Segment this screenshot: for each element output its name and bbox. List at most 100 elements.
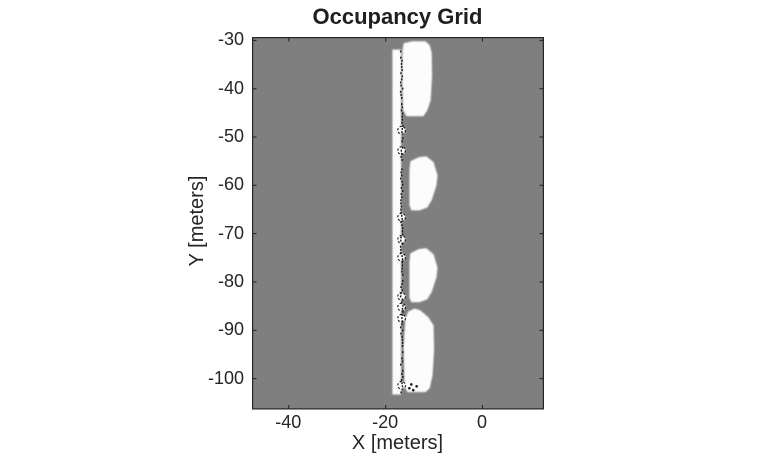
occupied-dash: [400, 260, 403, 263]
occupied-dash: [400, 180, 403, 183]
occupied-dash: [400, 96, 402, 99]
occupied-dash: [401, 360, 403, 362]
occupied-dash: [400, 59, 403, 62]
occupied-dash: [399, 56, 401, 59]
occupied-scallop-arc: [396, 145, 406, 155]
occupied-dash: [401, 344, 403, 347]
x-tick-label: -40: [275, 412, 302, 432]
occupied-scallop-arc: [396, 252, 406, 262]
occupied-dash: [400, 254, 403, 257]
occupied-scallop-arc: [396, 302, 406, 311]
occupied-dash: [401, 279, 403, 282]
y-tick-label: -60: [217, 174, 244, 195]
occupied-dash: [401, 273, 403, 276]
occupied-dash: [400, 186, 402, 189]
free-region-blob-1: [401, 40, 432, 116]
occupied-dash: [401, 338, 403, 341]
occupied-dash: [401, 68, 403, 71]
occupied-dash: [400, 356, 403, 359]
free-region-blob-3: [408, 247, 437, 302]
occupied-dash: [400, 192, 402, 195]
occupied-boundary-group: [396, 50, 418, 393]
occupied-dash: [399, 236, 402, 238]
occupied-dash: [399, 84, 402, 87]
occupied-dash: [399, 170, 402, 173]
occupied-dash: [400, 115, 403, 118]
chart-title: Occupancy Grid: [312, 4, 483, 29]
occupied-dash: [399, 291, 402, 294]
y-axis-label: Y [meters]: [186, 175, 208, 267]
occupied-dash: [400, 301, 402, 304]
occupied-dash: [399, 50, 401, 52]
occupied-dash: [399, 177, 401, 180]
x-tick-label: -20: [372, 412, 399, 432]
occupied-dash: [401, 226, 403, 229]
free-region-blob-2: [408, 155, 437, 210]
occupied-dash: [401, 232, 403, 235]
occupied-dash: [400, 205, 402, 207]
occupied-dash: [401, 74, 403, 77]
occupied-dash: [399, 201, 402, 204]
occupied-scallop-arc: [396, 212, 406, 222]
occupied-dash: [400, 316, 403, 319]
occupied-dash: [400, 130, 403, 133]
occupied-mark: [407, 386, 411, 390]
occupied-dash: [400, 77, 402, 80]
occupied-dash: [401, 263, 403, 266]
free-scallop: [397, 292, 405, 300]
occupied-dash: [399, 332, 402, 335]
occupied-dash: [401, 127, 403, 130]
occupied-dash: [399, 248, 402, 251]
occupied-mark: [409, 382, 413, 386]
occupied-scallop-arc: [396, 313, 406, 323]
y-tick-label: -70: [217, 222, 244, 243]
occupied-dash: [400, 372, 403, 375]
occupied-dash: [400, 167, 403, 170]
occupied-dash: [401, 375, 404, 378]
occupied-dash: [400, 270, 403, 273]
occupied-dash: [401, 118, 403, 121]
occupied-scallop-arc: [396, 291, 406, 301]
occupied-dash: [401, 313, 403, 316]
occupied-mark: [414, 384, 418, 388]
occupied-dash: [400, 195, 403, 198]
free-strip: [391, 49, 401, 395]
occupied-dash: [400, 102, 402, 105]
free-scallop: [397, 252, 405, 261]
occupied-dash: [401, 189, 403, 192]
y-tick-label: -90: [217, 319, 244, 340]
occupied-dash: [399, 245, 401, 248]
occupied-dash: [400, 214, 402, 217]
occupied-dash: [399, 294, 401, 297]
y-tick-label: -50: [217, 126, 244, 146]
occupied-dash: [399, 363, 401, 366]
occupied-dash: [401, 146, 403, 149]
occupied-dash: [400, 158, 403, 161]
occupied-dash: [400, 174, 402, 176]
y-tick-label: -100: [207, 367, 244, 388]
occupied-dash: [400, 62, 402, 65]
occupied-dash: [400, 65, 402, 68]
occupied-dash: [399, 155, 402, 158]
occupied-dash: [401, 124, 404, 127]
occupied-dash: [400, 282, 403, 285]
occupied-dash: [399, 285, 402, 288]
free-scallop: [397, 380, 405, 389]
occupied-dash: [399, 90, 401, 93]
occupied-dash: [401, 319, 403, 322]
occupied-dash: [401, 105, 403, 108]
free-scallop: [397, 235, 405, 243]
free-space-group: [391, 40, 437, 395]
occupied-dash: [400, 223, 403, 226]
x-axis-label: X [meters]: [351, 432, 444, 454]
free-scallop: [397, 125, 405, 134]
occupied-dash: [399, 220, 402, 223]
plot-area: [251, 36, 544, 410]
occupied-dash: [401, 183, 403, 186]
occupied-dash: [401, 307, 403, 310]
occupied-dash: [401, 304, 404, 307]
free-scallop: [397, 212, 405, 221]
occupied-scallop-arc: [396, 380, 406, 390]
occupied-dash: [400, 335, 403, 338]
